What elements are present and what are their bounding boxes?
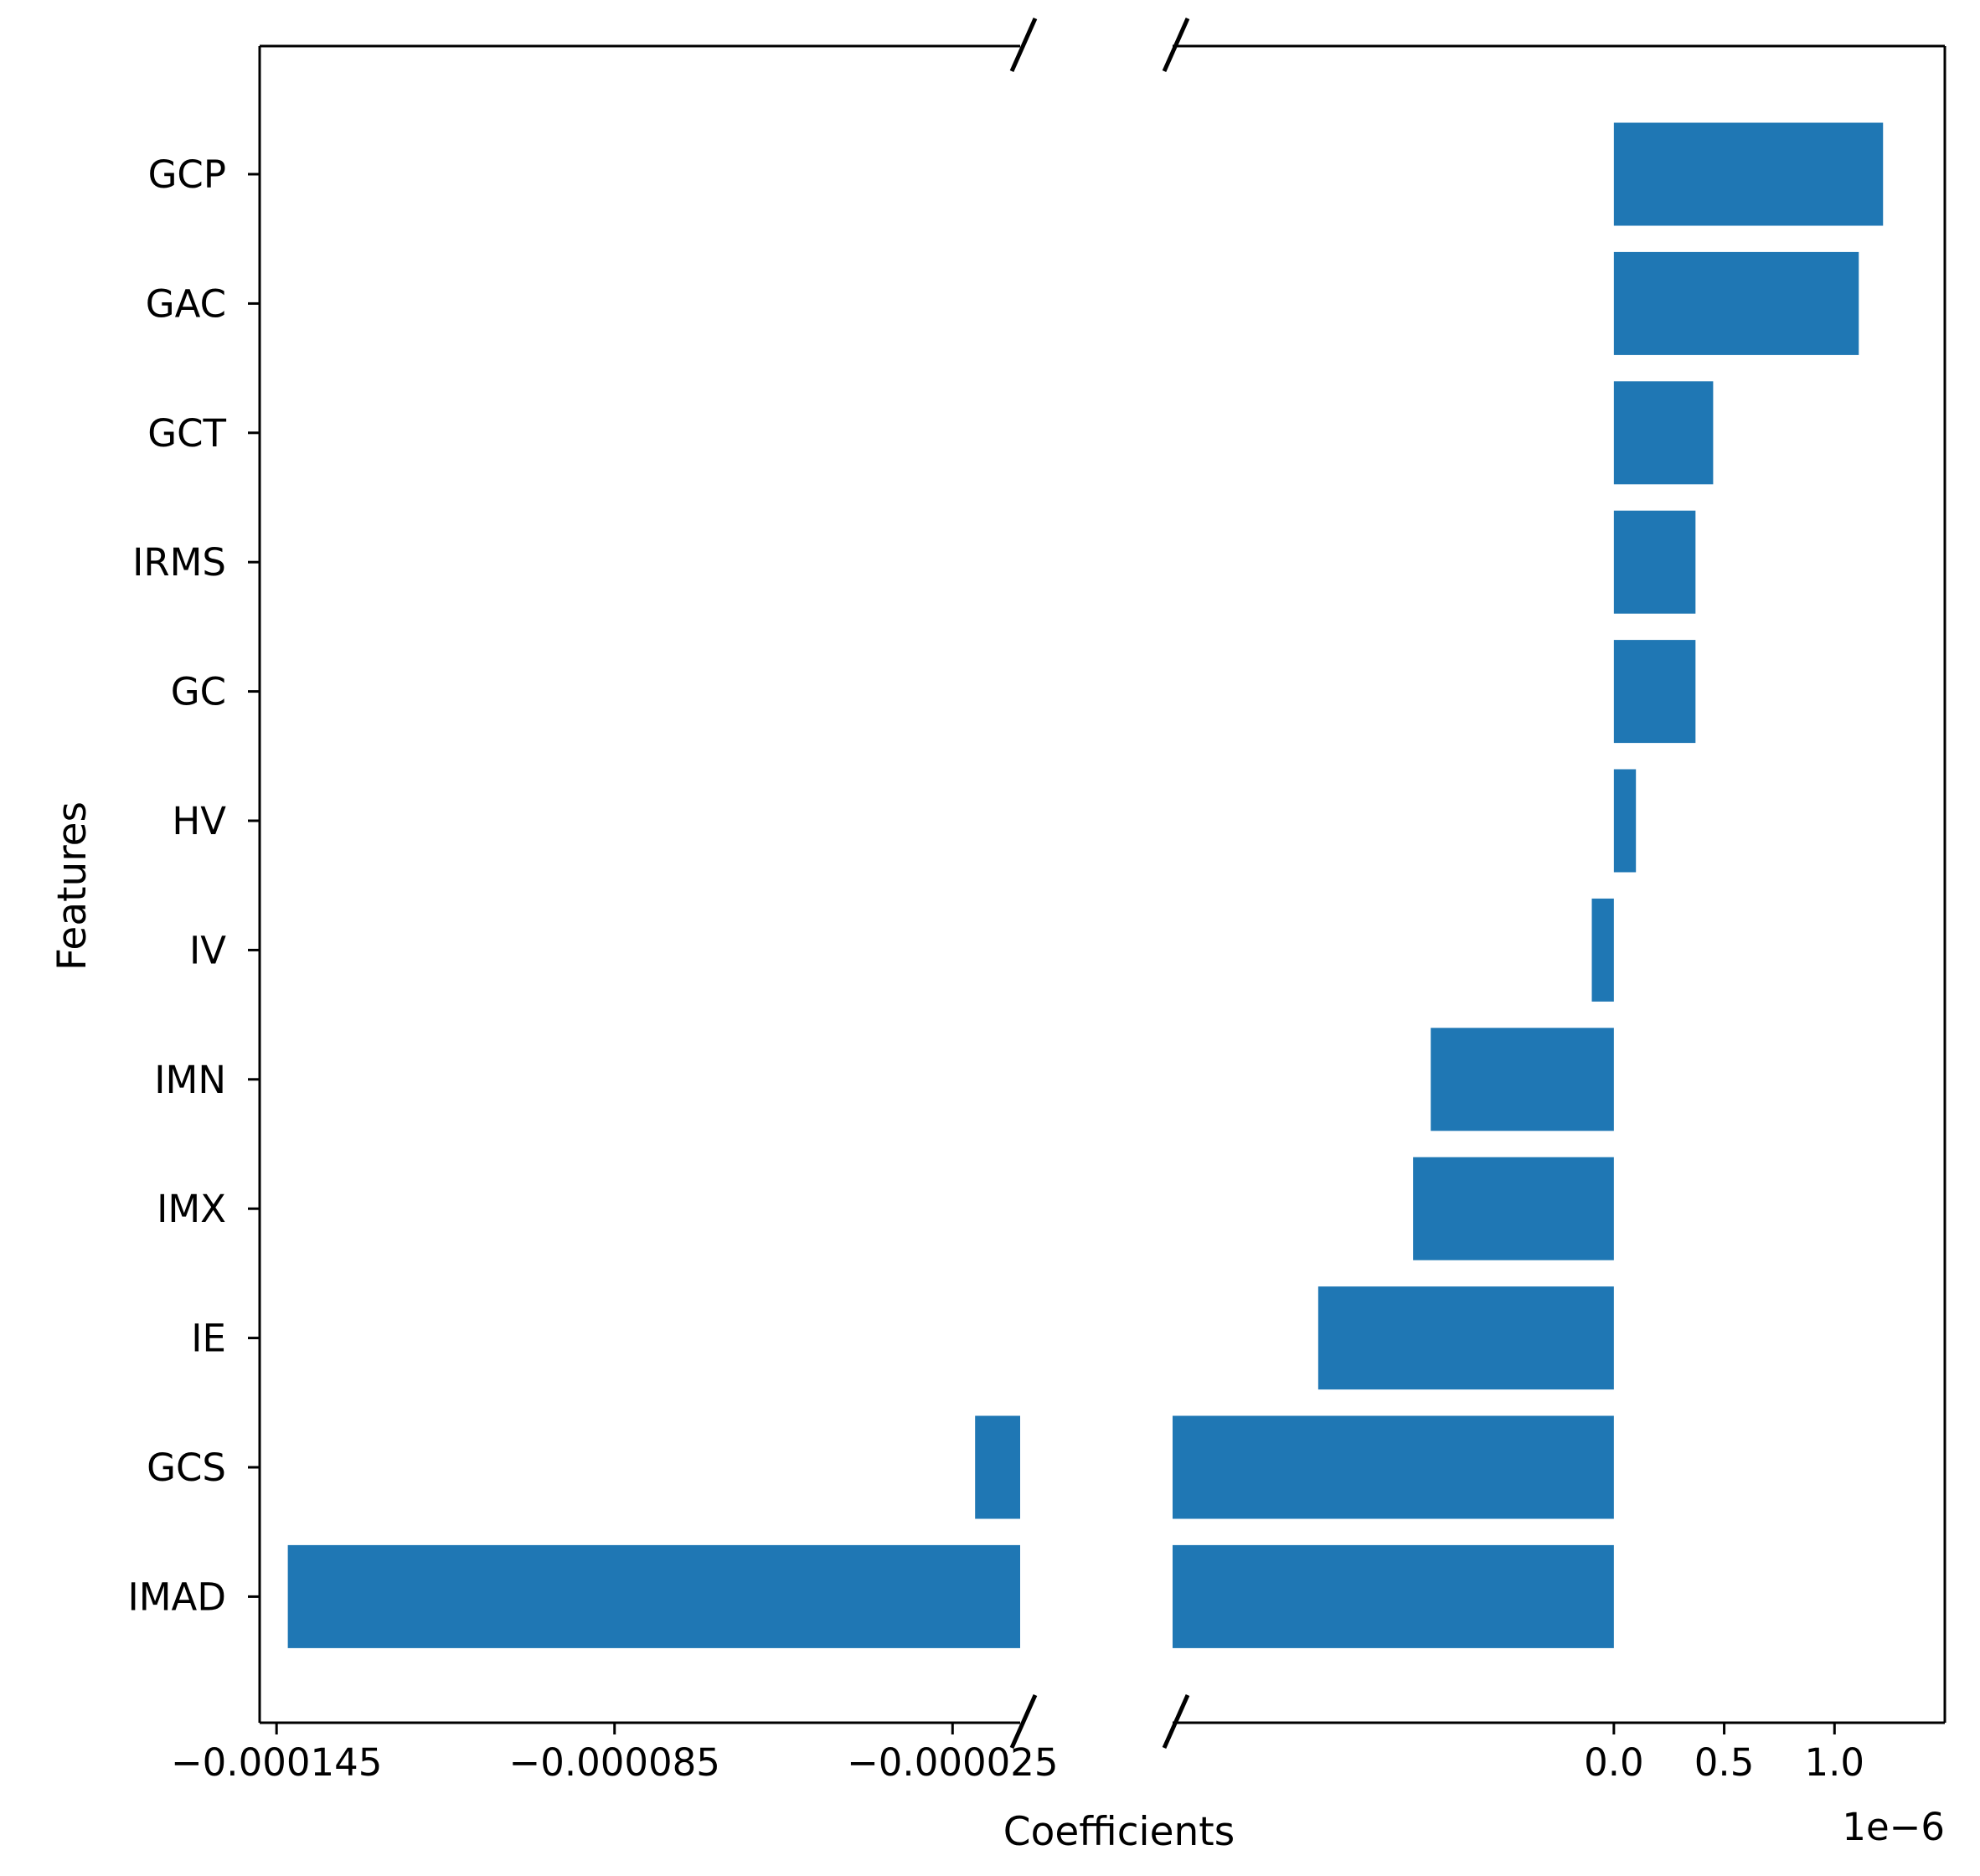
break-marker-top-right bbox=[1162, 17, 1190, 73]
y-tick-label-gct: GCT bbox=[147, 411, 226, 456]
left-panel-x-tick-label: −0.000025 bbox=[847, 1740, 1058, 1785]
y-tick-label-gcp: GCP bbox=[148, 152, 226, 197]
bar-gct-right bbox=[1613, 381, 1714, 485]
y-tick-label-ie: IE bbox=[191, 1317, 226, 1361]
break-marker-bottom-right bbox=[1162, 1693, 1190, 1750]
left-panel-x-tick-label: −0.000085 bbox=[509, 1740, 720, 1785]
bar-gc-right bbox=[1613, 640, 1696, 744]
y-axis-label: Features bbox=[49, 801, 95, 971]
right-panel-x-tick-label: 0.0 bbox=[1584, 1740, 1644, 1785]
bar-iv-right bbox=[1591, 898, 1614, 1002]
y-tick-label-imn: IMN bbox=[154, 1058, 226, 1102]
right-panel-x-ticks: 0.0 0.5 1.0 bbox=[1584, 1723, 1864, 1785]
bar-gac-right bbox=[1613, 251, 1859, 355]
bar-imx-right bbox=[1413, 1157, 1614, 1260]
bar-imn-right bbox=[1431, 1028, 1614, 1131]
left-panel-x-ticks: −0.000145 −0.000085 −0.000025 bbox=[171, 1723, 1058, 1785]
y-tick-label-hv: HV bbox=[172, 799, 226, 843]
bar-gcs-right bbox=[1173, 1415, 1614, 1519]
y-tick-label-irms: IRMS bbox=[132, 540, 226, 585]
bar-gcs-left bbox=[975, 1415, 1020, 1519]
bar-ie-right bbox=[1317, 1286, 1614, 1390]
right-panel-x-tick-label: 1.0 bbox=[1804, 1740, 1864, 1785]
x-axis-offset-label: 1e−6 bbox=[1842, 1805, 1945, 1849]
break-marker-top-left bbox=[1009, 17, 1038, 73]
x-axis-label: Coefficients bbox=[1003, 1809, 1235, 1855]
left-panel-bars bbox=[287, 1415, 1020, 1648]
y-tick-label-gac: GAC bbox=[146, 281, 226, 326]
right-panel-bars bbox=[1173, 122, 1884, 1648]
axes-frame bbox=[258, 44, 1946, 1724]
axis-break-markers bbox=[1009, 17, 1190, 1750]
bar-irms-right bbox=[1613, 510, 1696, 614]
y-tick-label-imx: IMX bbox=[157, 1187, 226, 1231]
break-marker-bottom-left bbox=[1009, 1693, 1038, 1750]
right-panel-x-tick-label: 0.5 bbox=[1694, 1740, 1755, 1785]
y-tick-label-iv: IV bbox=[189, 928, 226, 972]
bar-hv-right bbox=[1613, 769, 1637, 873]
y-tick-label-gc: GC bbox=[171, 670, 226, 714]
y-axis-ticks: GCP GAC GCT IRMS GC HV IV IMN IMX IE GCS IMAD bbox=[127, 152, 260, 1619]
bar-imad-left bbox=[287, 1544, 1020, 1648]
bar-imad-right bbox=[1173, 1544, 1614, 1648]
bar-gcp-right bbox=[1613, 122, 1884, 226]
left-panel-x-tick-label: −0.000145 bbox=[171, 1740, 382, 1785]
y-tick-label-imad: IMAD bbox=[127, 1574, 226, 1619]
y-tick-label-gcs: GCS bbox=[147, 1446, 226, 1490]
